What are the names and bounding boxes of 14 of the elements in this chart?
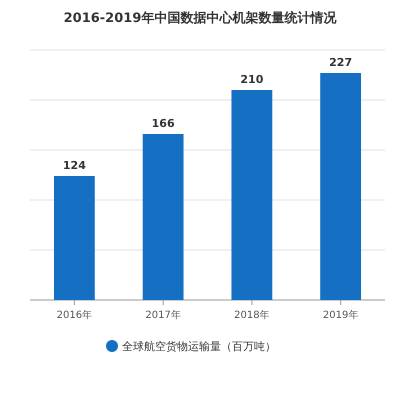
x-tick-label: 2017年 [145,309,181,321]
bar [231,90,272,300]
x-tick-label: 2019年 [322,309,358,321]
bar [54,176,95,300]
bar [142,134,184,300]
data-label: 210 [240,73,264,86]
data-label: 227 [329,56,352,69]
data-label: 124 [62,159,86,172]
data-label: 166 [152,117,175,130]
chart-title: 2016-2019年中国数据中心机架数量统计情况 [64,10,338,26]
legend-label: 全球航空货物运输量（百万吨） [122,340,276,353]
x-tick-label: 2018年 [234,309,270,321]
x-tick-label: 2016年 [56,309,92,321]
bar [320,73,362,300]
